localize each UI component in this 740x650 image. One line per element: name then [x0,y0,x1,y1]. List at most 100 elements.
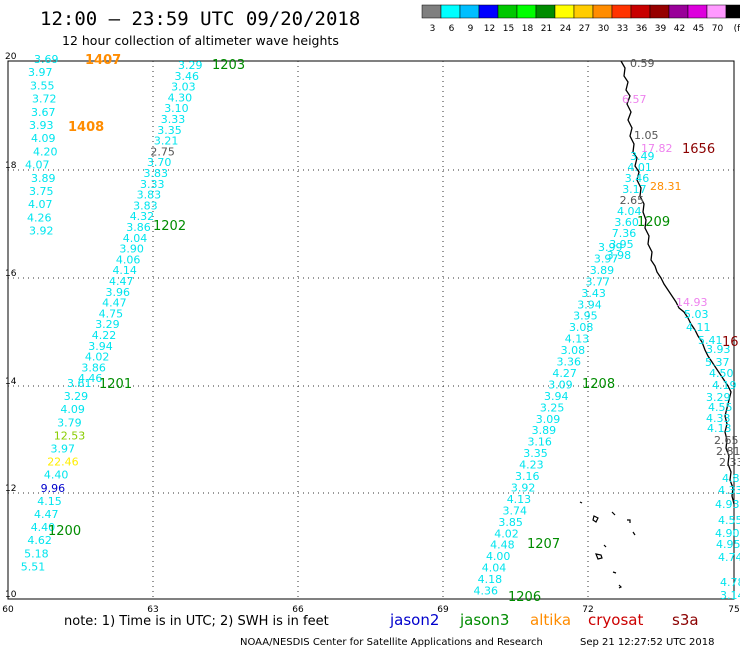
footnote: note: 1) Time is in UTC; 2) SWH is in fe… [64,614,329,629]
legend-label: 45 [693,24,704,34]
swh-value: 4.62 [27,534,52,547]
swh-value: 3.29 [178,59,203,72]
swh-value: 3.10 [164,102,189,115]
swh-value: 3.69 [34,53,59,66]
swh-value: 3.85 [498,516,523,529]
timestamp: Sep 21 12:27:52 UTC 2018 [580,637,714,648]
swh-value: 3.97 [594,252,619,265]
legend-swatch [478,4,499,19]
swh-value: 3.46 [625,172,650,185]
lon-tick-label: 60 [2,605,14,615]
swh-value: 4.07 [25,159,50,172]
legend-label: 3 [430,24,436,34]
swh-value: 4.13 [707,422,732,435]
swh-value: 4.22 [92,329,117,342]
pass-time-label: 1202 [153,219,186,234]
pass-time-label: 16 [722,335,739,350]
swh-value: 3.03 [171,81,196,94]
legend-label: 42 [674,24,685,34]
swh-value: 4.23 [519,459,544,472]
graticule-grid [8,61,734,599]
swh-value: 3.89 [31,172,56,185]
swh-value: 4.26 [27,211,52,224]
swh-value: 3.21 [154,135,179,148]
swh-value: 4.14 [112,264,137,277]
swh-value: 3.72 [32,93,57,106]
swh-value: 4.47 [102,297,127,310]
swh-value: 3.93 [29,119,54,132]
swh-value: 4.11 [686,321,711,334]
swh-value: 4.18 [478,573,503,586]
legend-swatch [440,4,461,19]
swh-value: 3.25 [540,401,565,414]
swh-value: 3.16 [527,436,552,449]
page-subtitle: 12 hour collection of altimeter wave hei… [62,33,339,48]
swh-value: 4.40 [31,521,56,534]
legend-label: 21 [541,24,552,34]
swh-value: 3.16 [515,470,540,483]
pass-time-label: 1206 [508,590,541,605]
legend-label: 33 [617,24,628,34]
swh-value: 9.96 [41,482,66,495]
swh-value: 3.99 [598,241,623,254]
swh-value: 28.31 [650,180,682,193]
satellite-name-cryosat: cryosat [588,611,643,629]
page-title: 12:00 — 23:59 UTC 09/20/2018 [40,8,360,30]
swh-value: 2.33 [719,456,740,469]
legend-label: (ft) [734,24,740,34]
swh-value: 3.92 [511,481,535,494]
wave-height-values: 3.693.973.553.723.673.934.094.204.073.89… [21,53,740,602]
swh-value: 3.46 [175,70,200,83]
swh-value: 4.15 [37,495,62,508]
swh-value: 3.43 [581,287,606,300]
credit: NOAA/NESDIS Center for Satellite Applica… [240,637,543,648]
swh-value: 3.61 [67,377,92,390]
swh-value: 3.14 [720,589,740,602]
swh-value: 3.93 [706,343,731,356]
lat-tick-label: 16 [5,269,17,279]
swh-value: 22.46 [47,456,78,469]
legend-swatch [630,4,651,19]
swh-value: 4.04 [123,232,148,245]
swh-value: 3.35 [523,447,548,460]
legend-swatch [554,4,575,19]
swh-value: 5.37 [705,356,730,369]
swh-value: 4.93 [715,498,740,511]
legend-swatch [725,4,740,19]
lon-tick-label: 69 [437,605,449,615]
legend-label: 12 [484,24,495,34]
swh-value: 4.07 [28,198,53,211]
swh-value: 4.95 [716,538,740,551]
swh-value: 0.59 [630,57,655,70]
swh-value: 4.33 [706,412,731,425]
lat-tick-label: 10 [5,590,17,600]
swh-value: 4.02 [85,351,110,364]
lon-tick-label: 63 [147,605,158,615]
swh-value: 4.04 [482,562,507,575]
legend-label: 24 [560,24,572,34]
swh-value: 5.18 [24,547,48,560]
pass-time-label: 1208 [582,377,615,392]
swh-value: 3.96 [106,286,131,299]
swh-value: 4.40 [44,469,69,482]
swh-value: 3.09 [548,378,573,391]
pass-time-label: 1407 [85,53,121,68]
legend-label: 6 [449,24,455,34]
legend-swatch [516,4,537,19]
swh-value: 17.82 [641,142,673,155]
swh-value: 4.36 [474,585,499,598]
legend-label: 70 [712,24,724,34]
legend-swatch [592,4,613,19]
axis-tick-labels: 60 63 66 69 72 75 10 12 14 16 18 20 [2,52,739,615]
swh-value: 4.02 [494,527,519,540]
swh-value: 3.75 [29,185,54,198]
swh-value: 1.05 [634,129,659,142]
swh-value: 2.75 [150,145,175,158]
map-frame [7,60,735,600]
pass-time-label: 1201 [99,377,132,392]
lon-tick-label: 66 [292,605,304,615]
swh-value: 4.46 [78,372,103,385]
pass-time-label: 1203 [212,58,245,73]
pass-time-label: 1200 [48,524,81,539]
